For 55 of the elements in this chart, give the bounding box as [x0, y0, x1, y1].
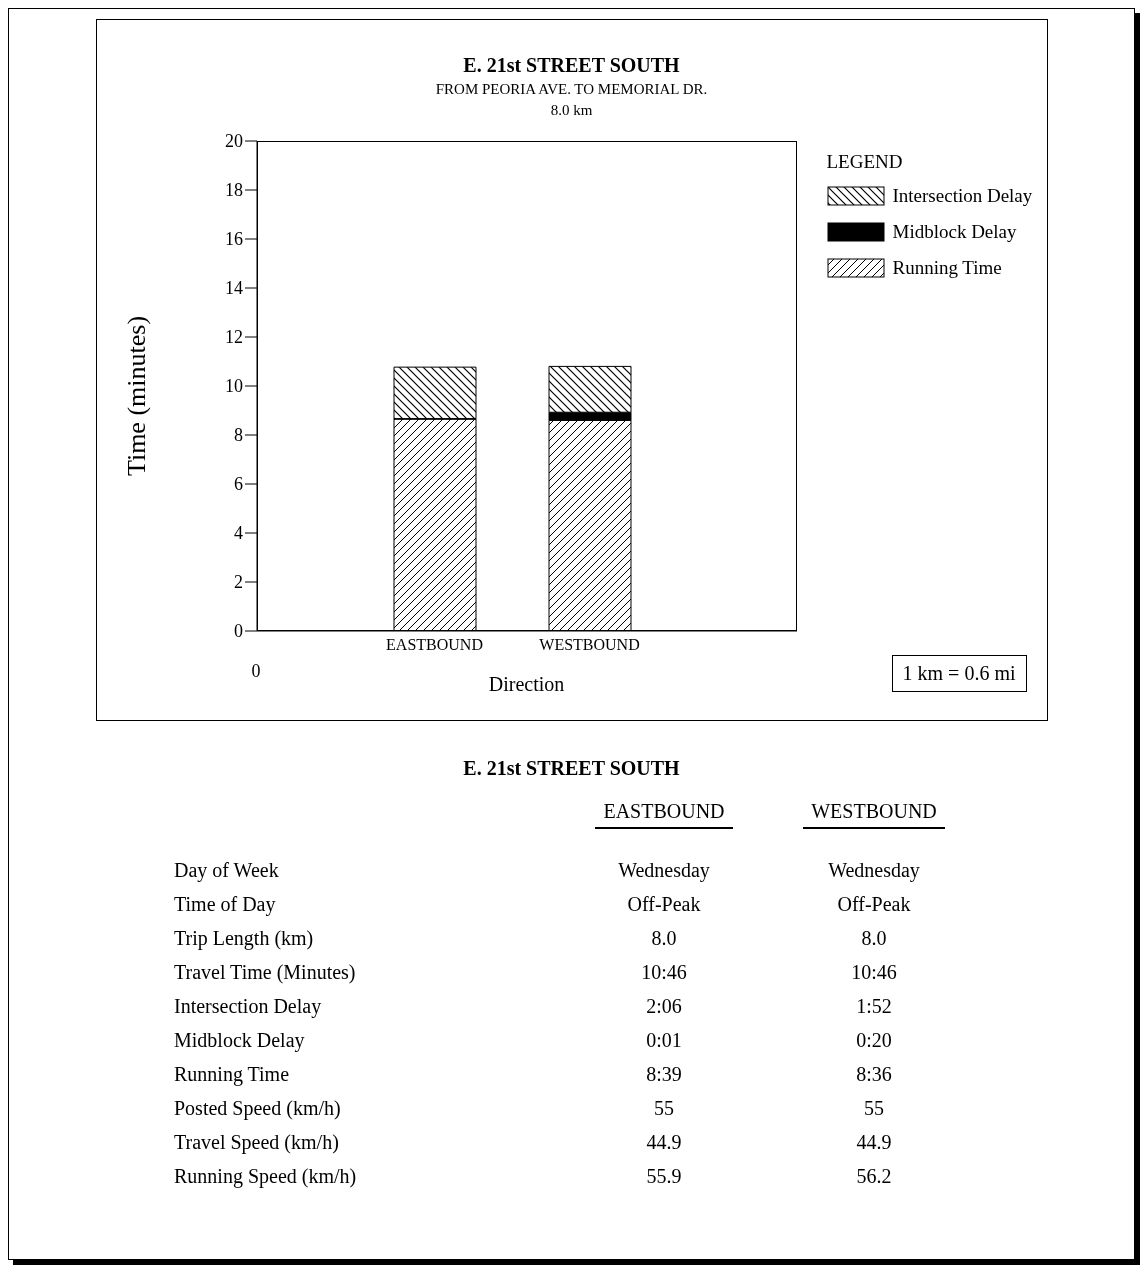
text: 8:36	[856, 1062, 892, 1085]
x-axis-title: Direction	[488, 673, 565, 695]
category-label: EASTBOUND	[595, 800, 733, 829]
text: 10:46	[641, 960, 687, 983]
text: 55	[654, 1096, 674, 1119]
category-label: Day of Week	[174, 858, 279, 881]
category-label: Midblock Delay	[174, 1028, 305, 1051]
text: Off-Peak	[627, 892, 701, 915]
category-label: Time of Day	[174, 892, 276, 915]
text: Wednesday	[828, 858, 920, 881]
y-tick-label: 12	[224, 327, 243, 348]
text: 55	[864, 1096, 884, 1119]
text: Wednesday	[618, 858, 710, 881]
y-axis-title: Time (minutes)	[121, 314, 152, 479]
category-label: Travel Speed (km/h)	[174, 1130, 339, 1153]
category-label: Intersection Delay	[174, 994, 322, 1017]
category-label: Trip Length (km)	[174, 926, 314, 949]
y-tick-label: 2	[233, 572, 243, 593]
y-tick-label: 0	[233, 621, 243, 642]
category-label: Running Time	[174, 1062, 290, 1085]
y-tick-label: 20	[224, 131, 243, 152]
text: 8.0	[651, 926, 677, 949]
y-tick-label: 16	[224, 229, 243, 250]
legend-label: Running Time	[892, 257, 1002, 279]
text: 2:06	[646, 994, 682, 1017]
text: 0:01	[646, 1028, 682, 1051]
legend-label: Midblock Delay	[892, 221, 1017, 243]
category-label: Travel Time (Minutes)	[174, 960, 356, 983]
category-label: Running Speed (km/h)	[174, 1164, 357, 1187]
y-tick-label: 18	[224, 180, 243, 201]
chart-title: E. 21st STREET SOUTH	[462, 54, 681, 77]
legend-title: LEGEND	[826, 151, 904, 173]
category-label: WESTBOUND	[803, 800, 945, 829]
y-tick-label: 4	[233, 523, 243, 544]
text: 55.9	[646, 1164, 682, 1187]
legend-label: Intersection Delay	[892, 185, 1033, 207]
y-tick-label: 6	[233, 474, 243, 495]
text: 8.0 km	[549, 102, 594, 119]
y-tick-label: 8	[233, 425, 243, 446]
text: 44.9	[856, 1130, 892, 1153]
category-label: Posted Speed (km/h)	[174, 1096, 341, 1119]
y-tick-label: 14	[224, 278, 243, 299]
chart-subtitle: FROM PEORIA AVE. TO MEMORIAL DR.	[434, 81, 709, 98]
text: 8:39	[646, 1062, 682, 1085]
y-tick-label: 10	[224, 376, 243, 397]
text: 0	[251, 661, 261, 682]
text: 1:52	[856, 994, 892, 1017]
text: 8.0	[861, 926, 887, 949]
text: 56.2	[856, 1164, 892, 1187]
text: 1 km = 0.6 mi	[891, 655, 1027, 692]
text: 0:20	[856, 1028, 892, 1051]
text: Off-Peak	[837, 892, 911, 915]
text: 44.9	[646, 1130, 682, 1153]
text: E. 21st STREET SOUTH	[462, 757, 681, 780]
text: 10:46	[851, 960, 897, 983]
